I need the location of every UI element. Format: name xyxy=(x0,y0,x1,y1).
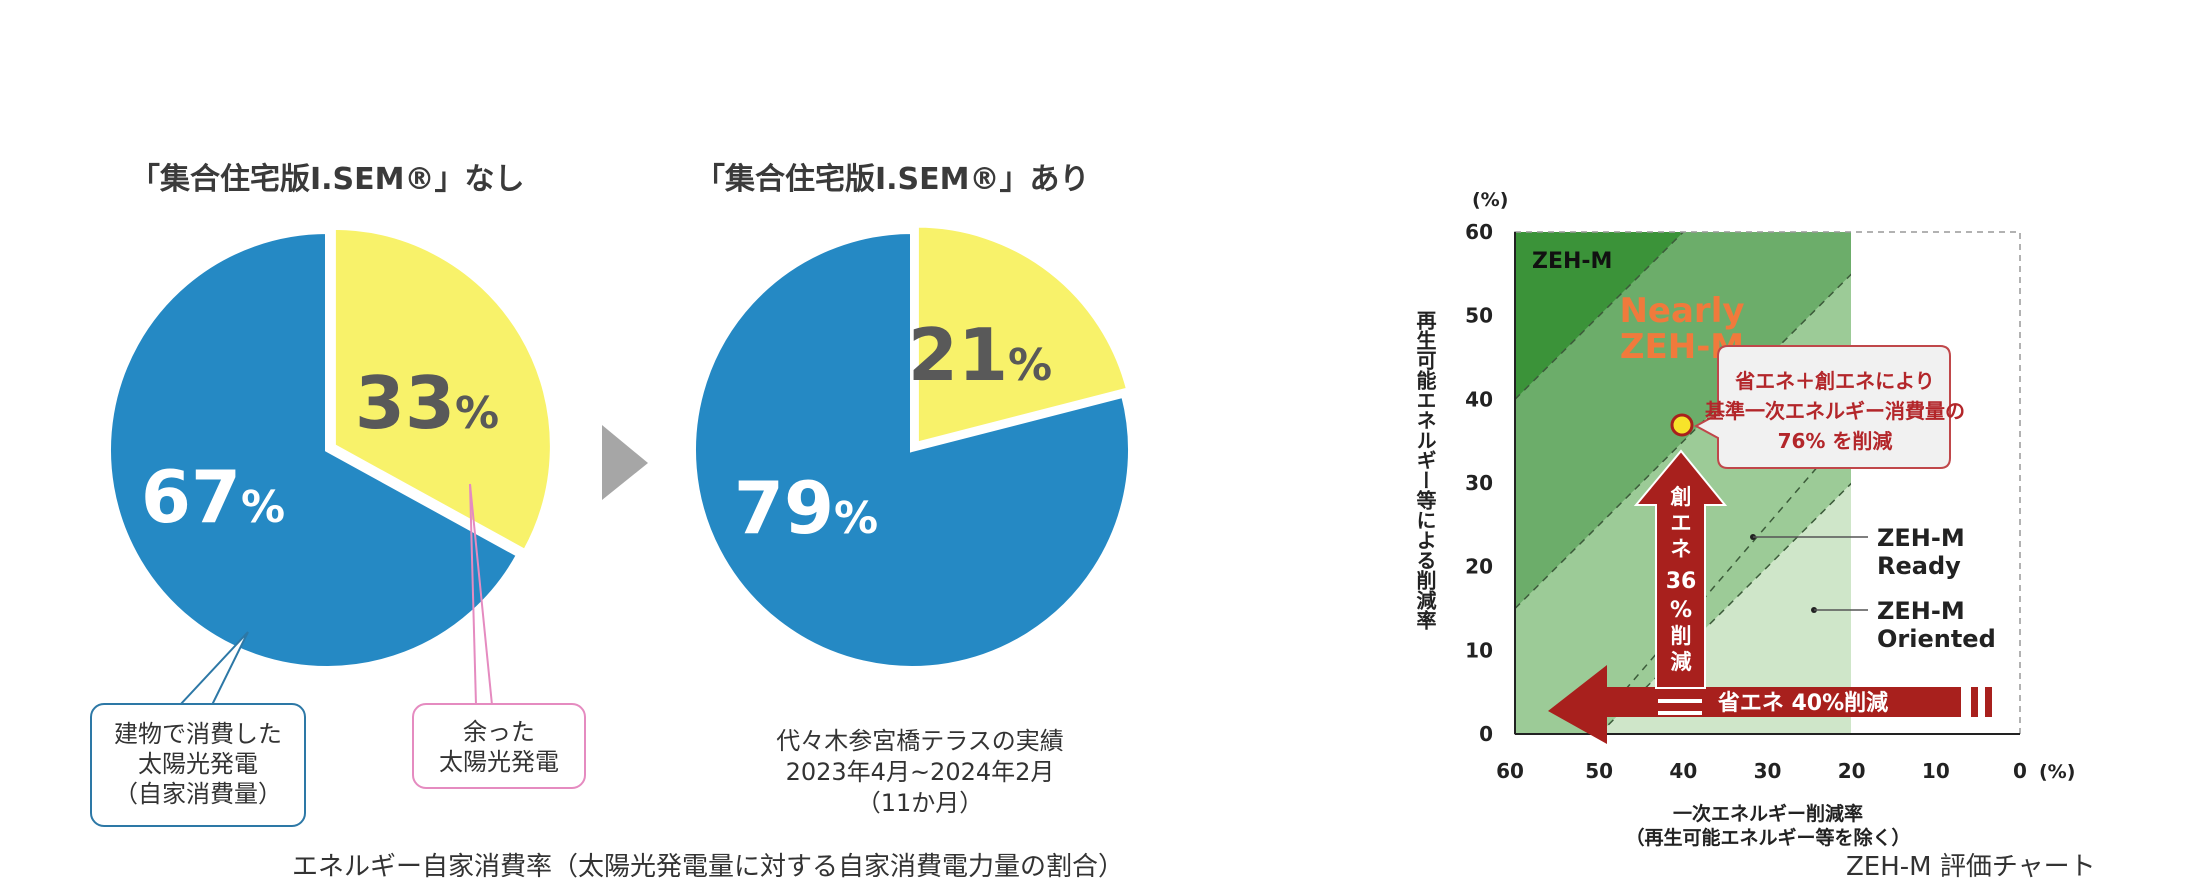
zone-label-nearly-line-1: Nearly xyxy=(1619,291,1744,331)
energy-creation-arrow-char: ネ xyxy=(1671,537,1692,561)
energy-creation-arrow-label: 創エネ 36%削減 xyxy=(1666,485,1697,674)
annotation-line-1: 省エネ＋創エネにより xyxy=(1734,369,1935,393)
y-tick-50: 50 xyxy=(1465,304,1493,328)
result-note: 代々木参宮橋テラスの実績 2023年4月~2024年2月 （11か月） xyxy=(700,726,1140,819)
callout-surplus-line-2: 太陽光発電 xyxy=(439,748,559,776)
zone-regions xyxy=(1515,232,1851,734)
x-tick-50: 50 xyxy=(1585,759,1613,783)
pie-slice-surplus xyxy=(914,223,1131,447)
callout-self-consumption-tail xyxy=(177,631,249,706)
energy-creation-arrow-char: 創 xyxy=(1671,485,1692,509)
energy-creation-arrow-char: % xyxy=(1670,598,1692,623)
x-tick-40: 40 xyxy=(1669,759,1697,783)
callout-surplus-tail xyxy=(469,483,477,706)
callout-self-consumption-line-2: 太陽光発電 xyxy=(138,750,258,778)
x-tick-30: 30 xyxy=(1754,759,1782,783)
zone-boundary-75 xyxy=(1515,273,1851,610)
y-tick-60: 60 xyxy=(1465,220,1493,244)
left-figure-caption: エネルギー自家消費率（太陽光発電量に対する自家消費電力量の割合） xyxy=(292,852,1125,882)
energy-saving-arrow-stripe-1 xyxy=(1971,687,1978,717)
x-tick-60: 60 xyxy=(1496,759,1524,783)
result-note-line-2: 2023年4月~2024年2月 xyxy=(785,758,1055,786)
arrow-base-line-1 xyxy=(1658,699,1702,703)
pie-without-title: 「集合住宅版I.SEM®」なし xyxy=(130,162,525,197)
pie-slice-surplus xyxy=(331,225,554,554)
pie-without-blue-label: 67% xyxy=(141,455,285,539)
callout-surplus-tail-2 xyxy=(469,483,493,706)
energy-saving-arrow-label: 省エネ 40%削減 xyxy=(1717,691,1888,716)
pie-without-yellow-label: 33% xyxy=(355,361,499,445)
zone-label-zeh-m: ZEH-M xyxy=(1532,249,1612,274)
y-tick-labels: 0 10 20 30 40 50 60 xyxy=(1465,220,1493,746)
result-note-line-3: （11か月） xyxy=(856,789,984,817)
energy-saving-arrow-shape xyxy=(1548,665,1961,744)
callout-surplus-line-1: 余った xyxy=(463,718,535,746)
result-point-marker xyxy=(1670,413,1694,437)
zone-boundary-100 xyxy=(1515,232,1684,400)
pie-with-blue-label: 79% xyxy=(734,466,878,550)
callout-surplus: 余った 太陽光発電 xyxy=(412,703,586,789)
x-tick-0: 0 xyxy=(2013,759,2027,783)
annotation-bubble: 省エネ＋創エネにより 基準一次エネルギー消費量の 76% を削減 xyxy=(1693,345,1965,469)
pie-with-yellow-label: 21% xyxy=(908,313,1052,397)
y-tick-40: 40 xyxy=(1465,387,1493,411)
energy-saving-arrow-stripe-2 xyxy=(1985,687,1992,717)
annotation-line-3: 76% を削減 xyxy=(1778,429,1893,453)
pie-chart-with xyxy=(692,223,1132,670)
pie-charts-figure: 67% 33% 79% 21% xyxy=(107,223,1132,706)
y-unit-label: (%) xyxy=(1472,189,1508,211)
energy-saving-arrow: 省エネ 40%削減 xyxy=(1548,665,1992,744)
arrow-base-line-2 xyxy=(1658,711,1702,715)
x-axis-title-line-1: 一次エネルギー削減率 xyxy=(1673,802,1863,825)
x-tick-labels: 60 50 40 30 20 10 0 xyxy=(1496,759,2027,783)
zone-label-oriented-line-1: ZEH-M xyxy=(1877,597,1965,625)
pie-slice-self-consumption xyxy=(692,229,1132,670)
arrow-right-icon xyxy=(602,425,648,500)
x-tick-20: 20 xyxy=(1838,759,1866,783)
zone-label-ready-line-2: Ready xyxy=(1877,552,1961,580)
x-axis-title-line-2: （再生可能エネルギー等を除く） xyxy=(1625,826,1910,849)
callout-self-consumption-line-1: 建物で消費した xyxy=(114,720,282,748)
y-tick-30: 30 xyxy=(1465,471,1493,495)
y-axis-title: 再生可能エネルギー等による削減率 xyxy=(1413,310,1437,631)
x-tick-10: 10 xyxy=(1922,759,1950,783)
energy-creation-arrow-char: 36 xyxy=(1666,569,1697,594)
pie-with-title: 「集合住宅版I.SEM®」あり xyxy=(695,162,1090,197)
annotation-line-2: 基準一次エネルギー消費量の xyxy=(1705,399,1965,423)
zone-label-ready-line-1: ZEH-M xyxy=(1877,524,1965,552)
zeh-m-chart-caption: ZEH-M 評価チャート xyxy=(1846,852,2096,882)
callout-self-consumption: 建物で消費した 太陽光発電 （自家消費量） xyxy=(90,703,306,827)
y-tick-0: 0 xyxy=(1479,722,1493,746)
zeh-m-chart: 0 10 20 30 40 50 60 60 50 40 30 20 10 0 (%) (%) 再生可能… xyxy=(1413,189,2075,849)
result-note-line-1: 代々木参宮橋テラスの実績 xyxy=(776,727,1064,755)
energy-creation-arrow-char: 削 xyxy=(1671,624,1692,648)
energy-creation-arrow-char: エ xyxy=(1671,511,1692,535)
zone-label-oriented-line-2: Oriented xyxy=(1877,625,1996,653)
pie-chart-without xyxy=(107,225,554,670)
callout-self-consumption-line-3: （自家消費量） xyxy=(114,780,282,808)
y-tick-20: 20 xyxy=(1465,555,1493,579)
energy-creation-arrow: 創エネ 36%削減 xyxy=(1633,449,1728,689)
y-tick-10: 10 xyxy=(1465,638,1493,662)
pie-slice-self-consumption xyxy=(107,229,521,670)
energy-creation-arrow-shape xyxy=(1633,449,1728,689)
x-unit-label: (%) xyxy=(2039,761,2075,783)
energy-creation-arrow-char: 減 xyxy=(1671,650,1692,674)
annotation-bubble-shape xyxy=(1693,345,1951,469)
